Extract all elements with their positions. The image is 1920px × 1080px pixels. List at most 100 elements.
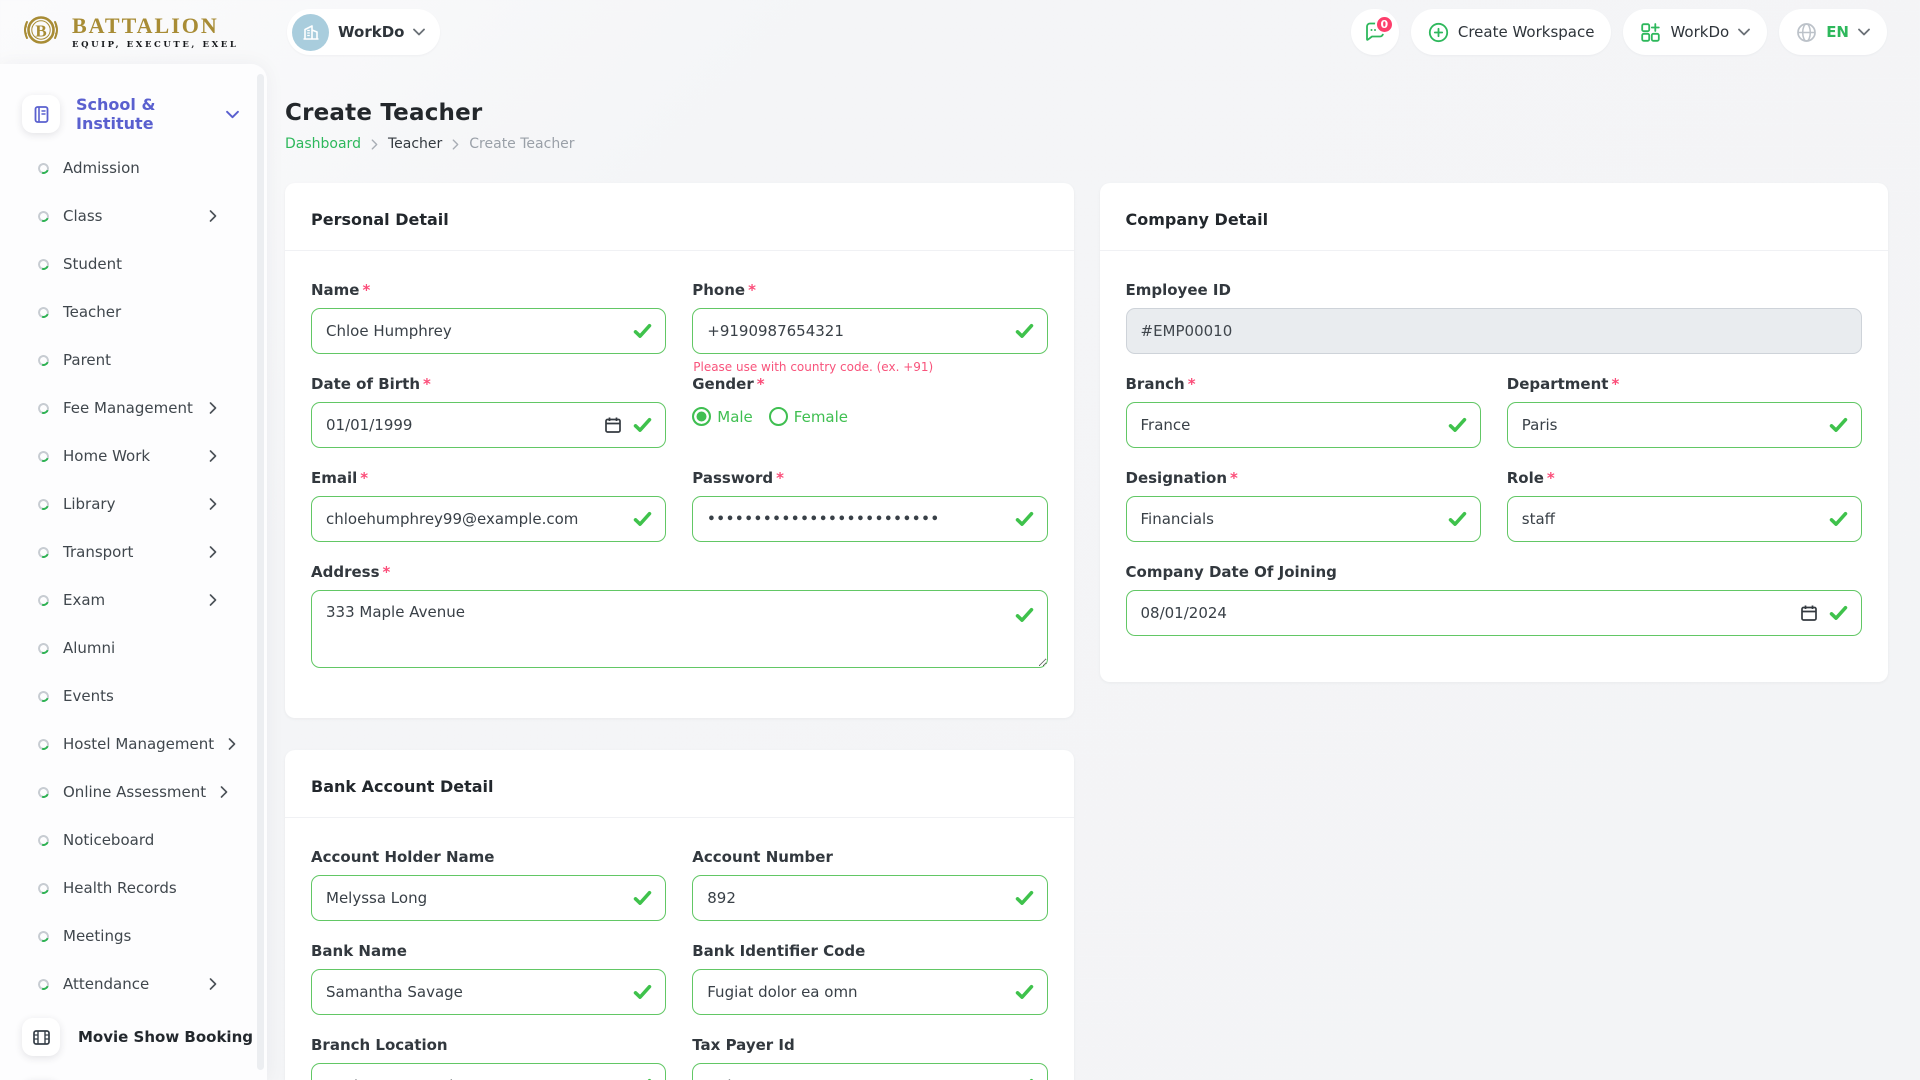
- sidebar-item-attendance[interactable]: Attendance: [0, 960, 267, 1008]
- valid-check-icon: [1014, 981, 1035, 1002]
- brand-logo[interactable]: B BATTALION EQUIP, EXECUTE, EXEL: [0, 9, 267, 55]
- breadcrumb-teacher-link[interactable]: Teacher: [387, 136, 443, 152]
- sidebar-item-fee-management[interactable]: Fee Management: [0, 384, 267, 432]
- sidebar-item-home-work[interactable]: Home Work: [0, 432, 267, 480]
- sidebar-item-student[interactable]: Student: [0, 240, 267, 288]
- account-holder-field: Account Holder Name: [311, 848, 667, 921]
- bullet-icon: [36, 208, 51, 224]
- sidebar-item-admission[interactable]: Admission: [0, 144, 267, 192]
- sidebar-footer-label: Movie Show Booking: [78, 1028, 253, 1046]
- bank-account-detail-title: Bank Account Detail: [311, 777, 494, 796]
- branch-field: Branch *: [1125, 375, 1481, 448]
- bank-name-input[interactable]: [311, 969, 667, 1015]
- personal-detail-card: Personal Detail Name* Phone*: [285, 183, 1074, 718]
- chat-count-badge: 0: [1374, 15, 1394, 34]
- sidebar-item-exam[interactable]: Exam: [0, 576, 267, 624]
- language-label: EN: [1826, 23, 1849, 41]
- password-input[interactable]: [692, 496, 1048, 542]
- account-holder-input[interactable]: [311, 875, 667, 921]
- breadcrumb-separator-icon: [452, 139, 459, 150]
- tax-payer-input[interactable]: [692, 1063, 1048, 1080]
- phone-input[interactable]: [692, 308, 1048, 354]
- gender-male-radio[interactable]: [692, 407, 712, 426]
- account-number-input[interactable]: [692, 875, 1048, 921]
- department-input[interactable]: [1506, 402, 1862, 448]
- messages-button[interactable]: 0: [1350, 9, 1399, 55]
- chevron-down-icon: [1858, 28, 1870, 36]
- language-selector[interactable]: EN: [1779, 9, 1887, 55]
- sidebar-item-transport[interactable]: Transport: [0, 528, 267, 576]
- bullet-icon: [36, 784, 51, 800]
- sidebar-item-teacher[interactable]: Teacher: [0, 288, 267, 336]
- bullet-icon: [36, 688, 51, 704]
- gender-female-radio[interactable]: [768, 407, 788, 426]
- sidebar-item-alumni[interactable]: Alumni: [0, 624, 267, 672]
- sidebar-item-class[interactable]: Class: [0, 192, 267, 240]
- valid-check-icon: [1828, 508, 1849, 529]
- address-field: Address * 333 Maple Avenue: [311, 563, 1048, 672]
- bullet-icon: [36, 448, 51, 464]
- sidebar-item-hostel-management[interactable]: Hostel Management: [0, 720, 267, 768]
- tax-payer-field: Tax Payer Id: [692, 1036, 1048, 1080]
- valid-check-icon: [632, 1075, 653, 1080]
- branch-input[interactable]: [1125, 402, 1481, 448]
- valid-check-icon: [1828, 414, 1849, 435]
- bank-identifier-field: Bank Identifier Code: [692, 942, 1048, 1015]
- designation-input[interactable]: [1125, 496, 1481, 542]
- valid-check-icon: [1014, 604, 1035, 625]
- workdo-menu-button[interactable]: WorkDo: [1623, 9, 1768, 55]
- bullet-icon: [36, 160, 51, 176]
- chevron-right-icon: [209, 402, 217, 414]
- branch-location-field: Branch Location: [311, 1036, 667, 1080]
- main-content: Create Teacher Dashboard Teacher Create …: [267, 0, 1920, 1080]
- bullet-icon: [36, 736, 51, 752]
- sidebar-item-online-assessment[interactable]: Online Assessment: [0, 768, 267, 816]
- breadcrumb-dashboard-link[interactable]: Dashboard: [285, 136, 361, 152]
- department-field: Department *: [1506, 375, 1862, 448]
- name-input[interactable]: [311, 308, 667, 354]
- plus-circle-icon: [1428, 22, 1448, 42]
- sidebar-section-school-institute[interactable]: School & Institute: [0, 94, 267, 134]
- sidebar-scrollbar[interactable]: [257, 74, 264, 1070]
- joining-date-field: Company Date Of Joining: [1125, 563, 1862, 636]
- valid-check-icon: [632, 887, 653, 908]
- email-input[interactable]: [311, 496, 667, 542]
- bank-identifier-input[interactable]: [692, 969, 1048, 1015]
- topbar-actions: 0 Create Workspace WorkDo: [1350, 9, 1920, 55]
- chevron-right-icon: [209, 210, 217, 222]
- joining-date-input[interactable]: [1125, 590, 1862, 636]
- sidebar-item-noticeboard[interactable]: Noticeboard: [0, 816, 267, 864]
- breadcrumb-current: Create Teacher: [469, 136, 575, 152]
- company-detail-card: Company Detail Employee ID Branch*: [1099, 183, 1888, 682]
- globe-icon: [1797, 22, 1817, 42]
- sidebar-item-parent[interactable]: Parent: [0, 336, 267, 384]
- email-field: Email *: [311, 469, 667, 542]
- gender-female-label[interactable]: Female: [793, 407, 849, 426]
- sidebar-item-library[interactable]: Library: [0, 480, 267, 528]
- bullet-icon: [36, 400, 51, 416]
- sidebar-item-movie-show-booking[interactable]: Movie Show Booking: [0, 1018, 267, 1056]
- bank-name-field: Bank Name: [311, 942, 667, 1015]
- sidebar-section-label: School & Institute: [76, 95, 156, 133]
- bullet-icon: [36, 640, 51, 656]
- sidebar-item-events[interactable]: Events: [0, 672, 267, 720]
- valid-check-icon: [632, 981, 653, 1002]
- bullet-icon: [36, 256, 51, 272]
- sidebar-item-health-records[interactable]: Health Records: [0, 864, 267, 912]
- workspace-switcher[interactable]: WorkDo: [287, 9, 441, 55]
- designation-field: Designation *: [1125, 469, 1481, 542]
- address-input[interactable]: 333 Maple Avenue: [311, 590, 1048, 668]
- role-input[interactable]: [1506, 496, 1862, 542]
- employee-id-field: Employee ID: [1125, 281, 1862, 354]
- sidebar-item-meetings[interactable]: Meetings: [0, 912, 267, 960]
- bullet-icon: [36, 496, 51, 512]
- breadcrumb-separator-icon: [371, 139, 378, 150]
- valid-check-icon: [1014, 508, 1035, 529]
- gender-male-label[interactable]: Male: [717, 407, 753, 426]
- create-workspace-button[interactable]: Create Workspace: [1410, 9, 1612, 55]
- branch-location-input[interactable]: [311, 1063, 667, 1080]
- calendar-icon[interactable]: [1800, 604, 1818, 622]
- bullet-icon: [36, 832, 51, 848]
- valid-check-icon: [1014, 1075, 1035, 1080]
- calendar-icon[interactable]: [604, 416, 622, 434]
